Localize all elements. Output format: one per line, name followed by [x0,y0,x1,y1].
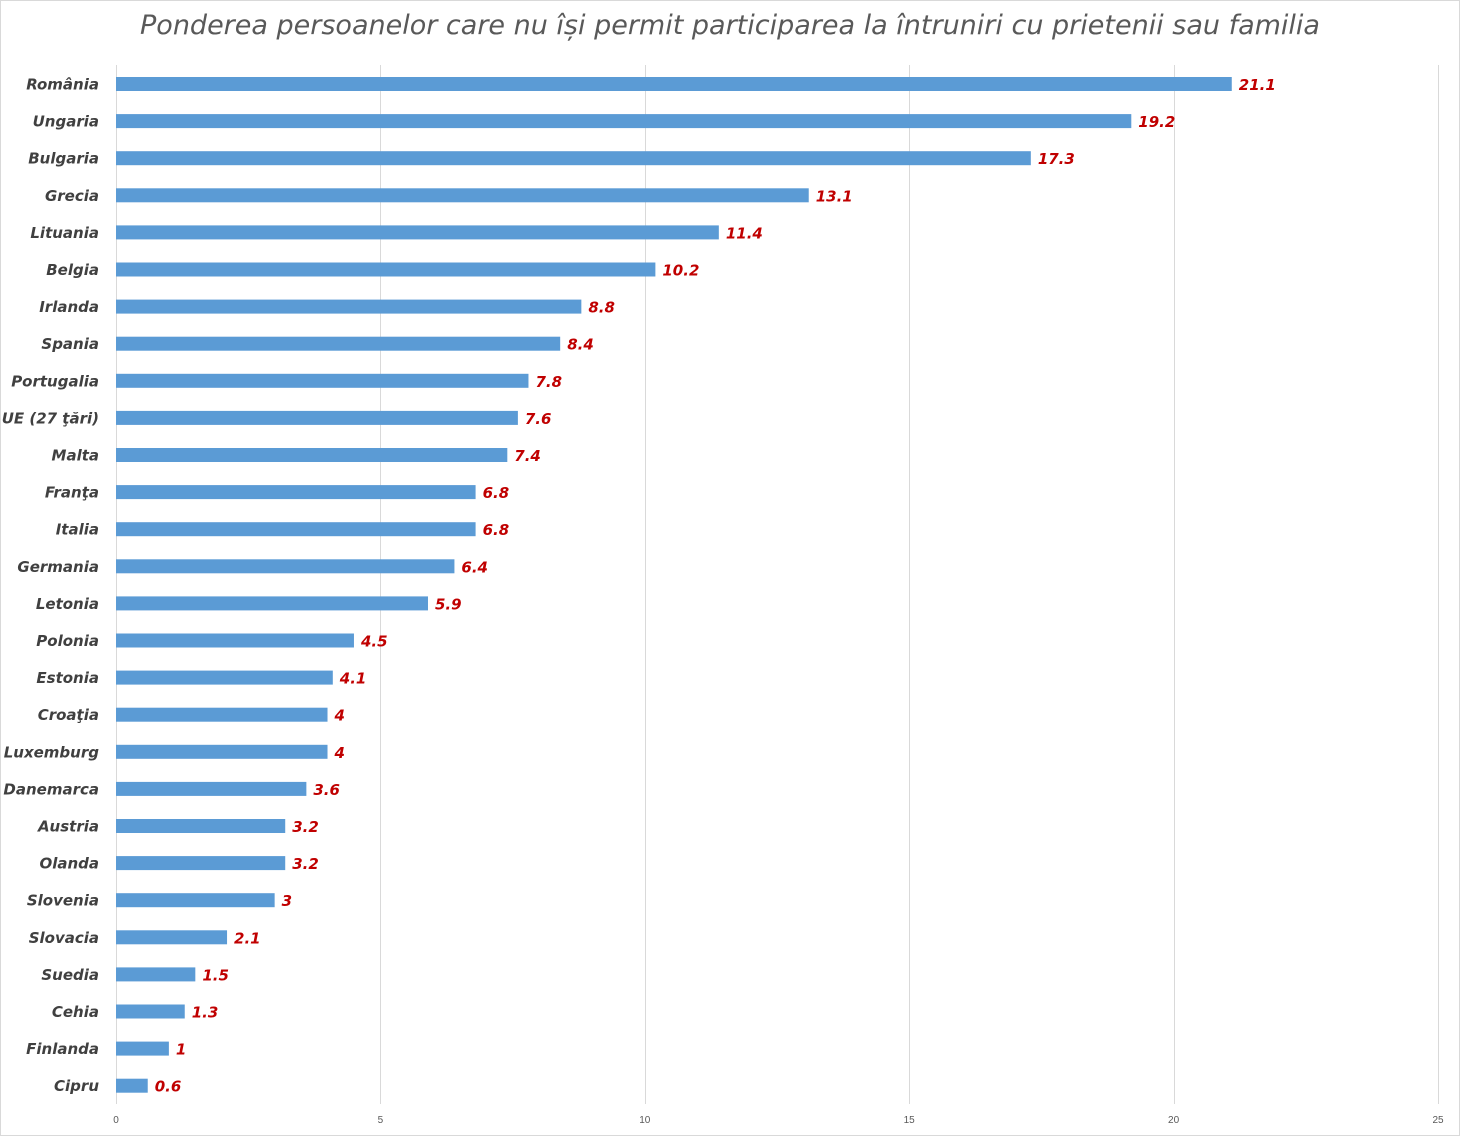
category-label: Slovenia [27,892,99,910]
data-label: 4.5 [360,633,388,651]
bar [116,262,656,277]
data-label: 3.2 [292,855,319,873]
x-tick-label: 0 [113,1115,119,1126]
labels: România 21.1 Ungaria 19.2 Bulgaria 17.3 Grecia… [2,76,1276,1096]
category-label: Germania [17,558,99,576]
category-label: Croaţia [38,706,99,724]
category-label: Irlanda [39,298,99,316]
bar [116,188,809,203]
data-label: 5.9 [435,595,462,613]
category-label: România [26,76,99,94]
data-label: 3.6 [313,781,340,799]
data-label: 17.3 [1038,150,1075,168]
bar [116,893,275,908]
category-label: Bulgaria [28,150,99,168]
bar [116,114,1132,129]
category-label: Suedia [41,966,99,984]
x-tick-label: 25 [1432,1115,1444,1126]
data-label: 11.4 [726,224,763,242]
bar [116,559,455,574]
bar [116,633,354,648]
bar [116,670,333,685]
chart-title: Ponderea persoanelor care nu își permit … [140,10,1320,41]
bar [116,1041,169,1056]
category-label: Portugalia [11,372,99,390]
bar [116,77,1232,91]
data-label: 13.1 [816,187,853,205]
data-label: 7.8 [535,373,562,391]
data-label: 0.6 [155,1078,182,1096]
data-label: 4 [334,707,345,725]
category-label: Italia [56,521,99,539]
data-label: 2.1 [234,929,261,947]
bar [116,151,1031,166]
data-label: 1.5 [202,966,229,984]
data-label: 1 [176,1041,186,1059]
data-label: 10.2 [662,262,699,280]
category-label: Belgia [46,261,99,279]
data-label: 4 [334,744,345,762]
bar [116,596,428,611]
bar [116,225,719,240]
category-label: Danemarca [3,780,99,798]
category-label: Spania [41,335,99,353]
category-label: Slovacia [29,929,99,947]
bar [116,707,328,722]
category-label: Finlanda [26,1040,99,1058]
data-label: 21.1 [1239,76,1276,94]
bar [116,336,561,351]
category-label: Franţa [45,484,99,502]
category-label: Grecia [45,187,99,205]
data-label: 3.2 [292,818,319,836]
bar [116,522,476,537]
bar [116,819,286,833]
gridlines [116,65,1439,1104]
bar [116,781,307,796]
bars [116,77,1232,1093]
x-tick-label: 5 [378,1115,384,1126]
bar [116,930,228,945]
x-tick-label: 10 [639,1115,651,1126]
x-tick-label: 20 [1168,1115,1180,1126]
data-label: 3 [282,892,292,910]
category-label: Cipru [54,1077,99,1095]
data-label: 6.8 [483,484,510,502]
data-label: 8.8 [588,299,615,317]
data-label: 7.6 [525,410,552,428]
bar [116,1004,185,1019]
category-label: Ungaria [33,113,99,131]
category-label: Cehia [52,1003,99,1021]
category-label: Letonia [36,595,99,613]
data-label: 4.1 [339,670,367,688]
category-label: Polonia [36,632,99,650]
bar [116,1078,148,1093]
category-label: Luxemburg [4,743,100,761]
bar [116,410,518,425]
category-label: Malta [52,447,99,465]
bar [116,744,328,759]
x-axis-ticks: 0 5 10 15 20 25 [113,1115,1444,1126]
data-label: 6.8 [483,521,510,539]
category-label: Austria [37,818,99,836]
data-label: 19.2 [1138,113,1175,131]
category-label: UE (27 ţări) [2,409,99,427]
data-label: 7.4 [514,447,541,465]
category-label: Lituania [30,224,99,242]
category-label: Olanda [39,855,99,873]
bar [116,373,529,388]
bar [116,485,476,500]
data-label: 8.4 [567,336,594,354]
bar [116,448,508,462]
category-label: Estonia [36,669,99,687]
bar [116,967,196,982]
x-tick-label: 15 [904,1115,916,1126]
data-label: 1.3 [192,1004,219,1022]
bar [116,856,286,871]
data-label: 6.4 [461,558,488,576]
bar [116,299,582,314]
